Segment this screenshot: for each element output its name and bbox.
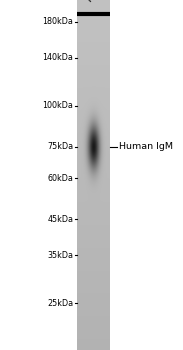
Text: Human plasma: Human plasma (85, 0, 140, 4)
Text: 25kDa: 25kDa (47, 299, 73, 308)
Text: 35kDa: 35kDa (47, 251, 73, 260)
Text: 45kDa: 45kDa (47, 215, 73, 224)
Text: 75kDa: 75kDa (47, 142, 73, 151)
Text: 140kDa: 140kDa (42, 53, 73, 62)
Text: 60kDa: 60kDa (47, 174, 73, 183)
Text: 100kDa: 100kDa (42, 101, 73, 110)
Text: Human IgM: Human IgM (119, 142, 173, 151)
Text: 180kDa: 180kDa (42, 18, 73, 27)
